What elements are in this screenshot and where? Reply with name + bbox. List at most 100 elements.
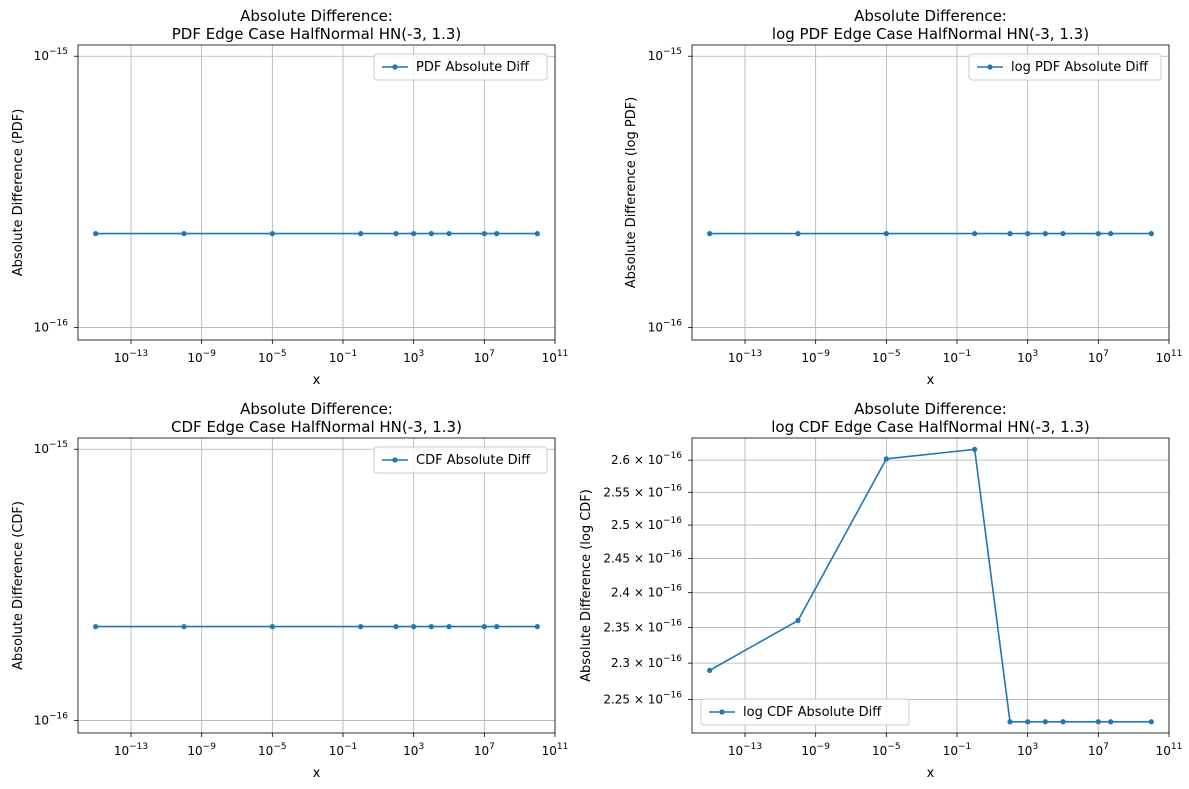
- x-tick-label: 1011: [542, 742, 569, 758]
- x-tick-label: 103: [1017, 349, 1038, 365]
- x-axis-label: x: [927, 373, 935, 388]
- x-tick-label: 10−5: [872, 742, 901, 758]
- x-tick-label: 10−1: [329, 742, 358, 758]
- data-point: [795, 231, 801, 237]
- chart-title-line-2: CDF Edge Case HalfNormal HN(-3, 1.3): [171, 418, 462, 436]
- x-tick-label: 107: [474, 742, 495, 758]
- y-axis-label: Absolute Difference (CDF): [11, 501, 26, 670]
- subplot-2: 10−13 10−9 10−5 10−1 103 107 1011 10−15 10−16 log…: [624, 7, 1182, 388]
- data-point: [1042, 231, 1048, 237]
- x-tick-label: 1011: [542, 349, 569, 365]
- legend-label: log CDF Absolute Diff: [743, 705, 882, 720]
- x-tick-label: 1011: [1156, 349, 1183, 365]
- data-point: [1148, 719, 1154, 725]
- chart-title-line-2: PDF Edge Case HalfNormal HN(-3, 1.3): [172, 25, 462, 43]
- data-point: [181, 624, 187, 630]
- data-point: [1095, 719, 1101, 725]
- chart-title-line-2: log PDF Edge Case HalfNormal HN(-3, 1.3): [772, 25, 1089, 43]
- y-tick-label: 2.35 × 10−16: [603, 619, 682, 635]
- y-axis-label: Absolute Difference (PDF): [11, 109, 26, 277]
- x-tick-label: 103: [403, 742, 424, 758]
- data-point: [1108, 231, 1114, 237]
- x-tick-label: 10−13: [728, 349, 762, 365]
- y-tick-label: 2.25 × 10−16: [603, 691, 682, 707]
- legend: log CDF Absolute Diff: [700, 698, 910, 726]
- data-point: [534, 624, 540, 630]
- legend-marker: [719, 709, 725, 715]
- data-point: [1060, 231, 1066, 237]
- x-tick-label: 103: [1017, 742, 1038, 758]
- data-point: [481, 231, 487, 237]
- chart-title-line-1: Absolute Difference:: [854, 400, 1007, 418]
- data-point: [428, 624, 434, 630]
- data-point: [358, 624, 364, 630]
- x-tick-label: 107: [474, 349, 495, 365]
- legend: log PDF Absolute Diff: [968, 53, 1162, 81]
- y-tick-label: 2.3 × 10−16: [611, 654, 682, 670]
- chart-title-line-1: Absolute Difference:: [240, 400, 393, 418]
- data-point: [393, 624, 399, 630]
- x-axis-label: x: [313, 373, 321, 388]
- data-point: [411, 624, 417, 630]
- data-point: [494, 231, 500, 237]
- x-tick-label: 10−13: [114, 349, 148, 365]
- data-point: [1007, 719, 1013, 725]
- x-tick-label: 10−9: [187, 349, 216, 365]
- data-point: [1095, 231, 1101, 237]
- x-tick-label: 107: [1088, 349, 1109, 365]
- data-point: [446, 624, 452, 630]
- y-tick-label: 2.45 × 10−16: [603, 550, 682, 566]
- x-tick-label: 10−5: [258, 349, 287, 365]
- legend: CDF Absolute Diff: [373, 446, 548, 474]
- data-point: [1025, 719, 1031, 725]
- data-point: [1060, 719, 1066, 725]
- data-point: [883, 231, 889, 237]
- subplot-3: 10−13 10−9 10−5 10−1 103 107 1011 10−15 10−16 CDF…: [11, 400, 568, 781]
- data-point: [411, 231, 417, 237]
- x-tick-label: 1011: [1156, 742, 1183, 758]
- y-tick-label: 2.55 × 10−16: [603, 483, 682, 499]
- data-point: [358, 231, 364, 237]
- y-axis-label: Absolute Difference (log PDF): [624, 97, 639, 289]
- x-axis-label: x: [927, 766, 935, 781]
- legend-label: log PDF Absolute Diff: [1011, 60, 1149, 75]
- chart-title-line-1: Absolute Difference:: [240, 7, 393, 25]
- subplot-4: 10−13 10−9 10−5 10−1 103 107 1011 2.25 × 10−16 2…: [579, 400, 1182, 781]
- data-point: [481, 624, 487, 630]
- data-point: [93, 231, 99, 237]
- legend-marker: [392, 457, 398, 463]
- y-tick-label: 10−15: [648, 47, 682, 63]
- data-point: [269, 624, 275, 630]
- legend-box: [968, 53, 1162, 81]
- x-tick-label: 10−9: [801, 742, 830, 758]
- legend-box: [373, 446, 548, 474]
- data-point: [972, 446, 978, 452]
- x-tick-label: 10−1: [943, 742, 972, 758]
- y-tick-label: 10−16: [34, 319, 69, 335]
- axes-frame: [691, 437, 1170, 734]
- data-point: [1025, 231, 1031, 237]
- data-point: [1042, 719, 1048, 725]
- data-point: [534, 231, 540, 237]
- data-point: [393, 231, 399, 237]
- data-point: [795, 617, 801, 624]
- data-point: [446, 231, 452, 237]
- y-tick-label: 10−15: [34, 440, 68, 456]
- legend-label: CDF Absolute Diff: [416, 453, 531, 468]
- data-point: [1148, 231, 1154, 237]
- data-point: [972, 231, 978, 237]
- legend-marker: [392, 64, 398, 70]
- axes-frame: [691, 44, 1170, 341]
- data-point: [269, 231, 275, 237]
- subplot-1: 10−13 10−9 10−5 10−1 103 107 1011 10−15 10−16 PDF…: [11, 7, 568, 388]
- data-point: [181, 231, 187, 237]
- y-tick-label: 2.4 × 10−16: [611, 584, 682, 600]
- data-point: [428, 231, 434, 237]
- legend-marker: [987, 64, 993, 70]
- chart-title-line-2: log CDF Edge Case HalfNormal HN(-3, 1.3): [771, 418, 1090, 436]
- data-point: [93, 624, 99, 630]
- x-tick-label: 10−13: [114, 742, 148, 758]
- x-tick-label: 10−1: [329, 349, 358, 365]
- x-axis-label: x: [313, 766, 321, 781]
